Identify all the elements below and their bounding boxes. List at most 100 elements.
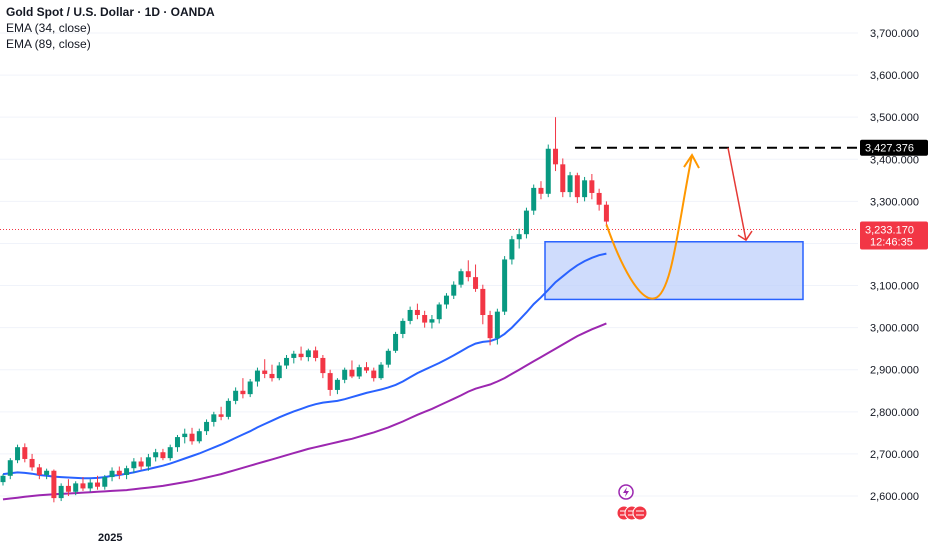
candle-body[interactable] xyxy=(589,180,595,193)
candle-body[interactable] xyxy=(473,277,479,289)
candle-body[interactable] xyxy=(284,357,290,366)
candle-body[interactable] xyxy=(204,421,210,432)
resistance-price-label: 3,427.376 xyxy=(865,143,914,155)
candle-body[interactable] xyxy=(545,148,551,194)
candle-body[interactable] xyxy=(174,437,180,448)
candle-body[interactable] xyxy=(7,460,13,476)
candle-body[interactable] xyxy=(385,350,391,365)
candle-body[interactable] xyxy=(269,373,275,379)
candle-body[interactable] xyxy=(182,433,188,438)
candle-body[interactable] xyxy=(36,467,42,475)
us-flag-event-icon[interactable] xyxy=(632,505,648,521)
projection-up-arrowhead xyxy=(683,153,700,169)
candle-body[interactable] xyxy=(371,370,377,379)
ema34-legend[interactable]: EMA (34, close) xyxy=(6,21,91,35)
candle-body[interactable] xyxy=(196,431,202,442)
candle-body[interactable] xyxy=(364,367,369,371)
candle-body[interactable] xyxy=(538,187,544,194)
candle-body[interactable] xyxy=(254,370,260,382)
candle-body[interactable] xyxy=(305,350,311,358)
candle-body[interactable] xyxy=(262,370,268,374)
candle-body[interactable] xyxy=(531,187,537,211)
chart-legend: Gold Spot / U.S. Dollar · 1D · OANDA EMA… xyxy=(6,4,215,52)
candle-body[interactable] xyxy=(102,477,108,487)
candle-body[interactable] xyxy=(349,369,355,377)
current-price-tag[interactable] xyxy=(860,221,928,250)
candle-body[interactable] xyxy=(407,309,413,321)
candle-body[interactable] xyxy=(276,365,282,379)
candle-body[interactable] xyxy=(167,447,173,459)
candle-body[interactable] xyxy=(218,414,224,417)
candle-body[interactable] xyxy=(73,483,79,492)
candle-body[interactable] xyxy=(458,271,464,285)
candle-body[interactable] xyxy=(298,353,304,358)
candle-body[interactable] xyxy=(145,457,151,467)
y-tick-label: 2,700.000 xyxy=(870,449,919,461)
candle-body[interactable] xyxy=(414,309,420,316)
candle-body[interactable] xyxy=(313,350,319,358)
candle-body[interactable] xyxy=(138,461,144,467)
candle-body[interactable] xyxy=(29,458,35,468)
candle-body[interactable] xyxy=(429,319,435,323)
candle-body[interactable] xyxy=(116,470,122,475)
candle-body[interactable] xyxy=(58,485,64,499)
candle-body[interactable] xyxy=(153,452,159,458)
candle-body[interactable] xyxy=(567,175,573,193)
current-price-label: 3,233.170 xyxy=(865,224,914,236)
candle-body[interactable] xyxy=(378,364,384,379)
candle-body[interactable] xyxy=(574,175,580,198)
candle-body[interactable] xyxy=(443,295,449,305)
candle-body[interactable] xyxy=(494,311,500,339)
projection-up-path[interactable] xyxy=(605,154,693,300)
candle-body[interactable] xyxy=(51,470,57,499)
candle-body[interactable] xyxy=(356,367,362,377)
ema89-legend[interactable]: EMA (89, close) xyxy=(6,37,91,51)
candle-body[interactable] xyxy=(422,315,428,323)
candle-body[interactable] xyxy=(393,333,399,351)
candle-body[interactable] xyxy=(15,447,21,461)
candle-body[interactable] xyxy=(603,204,609,222)
candle-body[interactable] xyxy=(523,210,529,235)
candle-body[interactable] xyxy=(211,414,217,422)
candle-body[interactable] xyxy=(509,239,515,260)
candle-body[interactable] xyxy=(80,483,86,489)
candle-body[interactable] xyxy=(22,447,28,459)
candle-body[interactable] xyxy=(87,482,93,489)
ema89-line[interactable] xyxy=(2,322,607,501)
candle-body[interactable] xyxy=(487,315,493,339)
candle-body[interactable] xyxy=(400,320,406,334)
candle-body[interactable] xyxy=(465,271,471,278)
candle-body[interactable] xyxy=(560,164,566,193)
candle-body[interactable] xyxy=(240,390,246,395)
candle-body[interactable] xyxy=(109,470,115,478)
candle-body[interactable] xyxy=(189,433,195,442)
candle-body[interactable] xyxy=(327,373,333,390)
candle-body[interactable] xyxy=(342,369,348,380)
candle-body[interactable] xyxy=(291,353,297,358)
projection-down-arrow[interactable] xyxy=(727,147,747,241)
candle-body[interactable] xyxy=(124,468,130,475)
candle-body[interactable] xyxy=(436,304,442,320)
ema34-line[interactable] xyxy=(2,252,607,480)
candle-body[interactable] xyxy=(502,259,508,312)
symbol-title[interactable]: Gold Spot / U.S. Dollar · 1D · OANDA xyxy=(6,5,215,19)
candle-body[interactable] xyxy=(334,379,340,390)
candle-body[interactable] xyxy=(65,485,71,492)
candle-body[interactable] xyxy=(160,452,166,459)
candle-body[interactable] xyxy=(247,381,253,395)
candle-body[interactable] xyxy=(225,400,231,417)
candle-body[interactable] xyxy=(131,461,137,469)
candle-body[interactable] xyxy=(480,288,486,316)
candle-body[interactable] xyxy=(95,482,101,487)
candle-body[interactable] xyxy=(516,234,522,240)
candle-body[interactable] xyxy=(320,357,326,374)
candle-body[interactable] xyxy=(0,475,6,483)
candle-body[interactable] xyxy=(596,192,602,205)
candle-body[interactable] xyxy=(553,148,559,165)
candle-body[interactable] xyxy=(451,284,457,296)
candle-body[interactable] xyxy=(233,390,239,401)
candle-body[interactable] xyxy=(582,180,588,198)
candle-body[interactable] xyxy=(44,470,50,475)
resistance-price-tag[interactable] xyxy=(860,139,928,156)
